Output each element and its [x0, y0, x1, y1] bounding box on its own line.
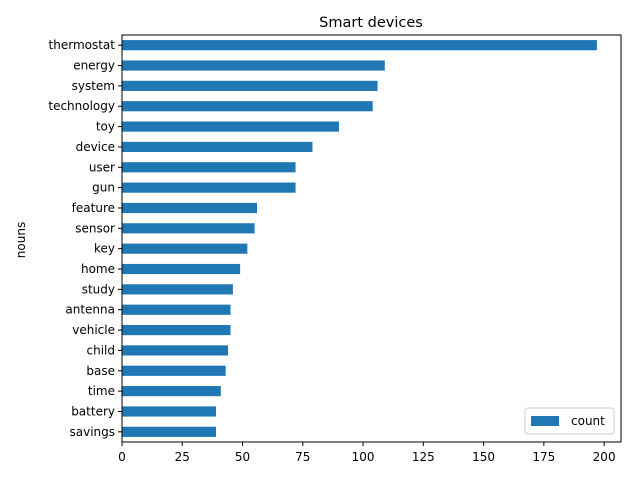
- bar-user: [122, 162, 296, 173]
- bars-group: [122, 40, 597, 437]
- x-tick-label: 25: [175, 450, 190, 464]
- y-tick-label: feature: [72, 201, 115, 215]
- y-tick-label: toy: [96, 120, 115, 134]
- y-tick-label: device: [76, 140, 115, 154]
- y-ticks-group: thermostat energy system technology toy devic…: [48, 38, 122, 439]
- y-tick-label: gun: [92, 181, 115, 195]
- bar-device: [122, 141, 313, 153]
- x-tick-label: 150: [472, 450, 495, 464]
- bar-gun: [122, 182, 296, 193]
- y-tick-label: child: [87, 343, 116, 357]
- bar-feature: [122, 202, 257, 214]
- legend-frame: [524, 407, 615, 435]
- y-tick-label: savings: [69, 425, 115, 439]
- bar-key: [122, 243, 248, 254]
- bar-battery: [122, 406, 217, 417]
- x-tick-label: 125: [412, 450, 435, 464]
- x-tick-label: 50: [235, 450, 250, 464]
- bar-child: [122, 345, 229, 356]
- bar-vehicle: [122, 324, 231, 336]
- legend-label: count: [571, 414, 605, 428]
- y-tick-label: energy: [73, 59, 115, 73]
- x-tick-label: 200: [593, 450, 616, 464]
- bar-study: [122, 284, 233, 295]
- y-tick-label: antenna: [65, 303, 115, 317]
- y-tick-label: home: [81, 262, 115, 276]
- legend-swatch: [531, 416, 559, 426]
- x-tick-label: 100: [352, 450, 375, 464]
- y-tick-label: study: [82, 282, 115, 296]
- x-ticks-group: 0 25 50 75 100 125 150 175 200: [118, 442, 616, 464]
- legend: count: [524, 407, 615, 435]
- plot-frame: [121, 34, 622, 443]
- bar-base: [122, 365, 226, 376]
- bar-energy: [122, 60, 385, 71]
- bar-savings: [122, 426, 217, 437]
- y-tick-label: system: [72, 79, 115, 93]
- x-tick-label: 175: [532, 450, 555, 464]
- y-tick-label: technology: [48, 99, 115, 113]
- y-tick-label: key: [94, 242, 115, 256]
- x-tick-label: 75: [295, 450, 310, 464]
- chart-title: Smart devices: [319, 15, 423, 31]
- x-tick-label: 0: [118, 450, 126, 464]
- y-tick-label: battery: [71, 404, 115, 418]
- y-axis-label: nouns: [14, 222, 28, 258]
- bar-antenna: [122, 304, 231, 315]
- bar-time: [122, 386, 221, 397]
- bar-technology: [122, 101, 373, 112]
- bar-sensor: [122, 223, 255, 234]
- y-tick-label: sensor: [75, 221, 115, 235]
- bar-system: [122, 80, 378, 91]
- y-tick-label: base: [86, 364, 115, 378]
- bar-home: [122, 263, 241, 275]
- bar-thermostat: [122, 40, 597, 51]
- y-tick-label: vehicle: [72, 323, 115, 337]
- bar-toy: [122, 121, 339, 132]
- y-tick-label: time: [88, 384, 115, 398]
- y-tick-label: user: [89, 160, 115, 174]
- y-tick-label: thermostat: [49, 38, 116, 52]
